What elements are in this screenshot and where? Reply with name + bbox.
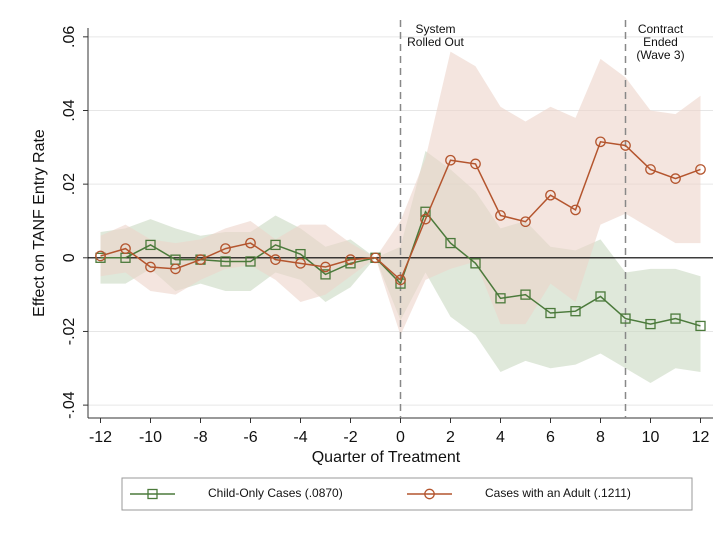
x-axis-label: Quarter of Treatment <box>312 449 461 466</box>
data-point <box>520 216 531 228</box>
x-tick-label: -4 <box>293 429 307 446</box>
x-tick-label: -2 <box>343 429 357 446</box>
data-point <box>295 257 306 269</box>
x-tick-label: 2 <box>446 429 455 446</box>
data-point <box>620 313 631 324</box>
data-point <box>370 252 381 264</box>
y-tick-label: -.02 <box>61 318 78 346</box>
data-point <box>495 210 506 221</box>
data-point <box>595 136 606 148</box>
legend-label: Cases with an Adult (.1211) <box>485 486 631 500</box>
data-point <box>670 313 681 324</box>
data-point <box>545 189 556 201</box>
data-point <box>645 164 656 175</box>
annotation: Ended <box>643 35 678 49</box>
legend-marker <box>147 488 158 500</box>
data-point <box>170 263 181 275</box>
data-point <box>620 140 631 151</box>
annotation: Contract <box>638 22 684 36</box>
data-point <box>445 154 456 166</box>
x-tick-label: -6 <box>243 429 257 446</box>
y-tick-label: .02 <box>61 173 78 195</box>
annotation: System <box>415 22 455 36</box>
legend-marker <box>424 488 435 500</box>
data-point <box>670 173 681 184</box>
data-point <box>395 274 406 286</box>
data-point <box>345 254 356 265</box>
x-tick-label: 12 <box>692 429 710 446</box>
data-point <box>495 293 506 304</box>
annotation: (Wave 3) <box>636 48 684 62</box>
x-tick-label: 0 <box>396 429 405 446</box>
annotation: Rolled Out <box>407 35 464 49</box>
data-point <box>95 250 106 262</box>
data-point <box>220 256 231 267</box>
data-point <box>520 289 531 300</box>
data-point <box>695 164 706 175</box>
legend-label: Child-Only Cases (.0870) <box>208 486 343 500</box>
data-point <box>645 318 656 330</box>
data-point <box>220 243 231 254</box>
data-point <box>120 243 131 254</box>
y-tick-label: .04 <box>61 99 78 121</box>
data-point <box>570 306 581 317</box>
confidence-band <box>100 51 701 336</box>
data-point <box>270 254 281 265</box>
data-point <box>695 320 706 332</box>
data-point <box>320 269 331 280</box>
data-point <box>570 204 581 216</box>
data-point <box>545 307 556 319</box>
data-point <box>245 256 256 267</box>
data-point <box>345 258 356 269</box>
data-point <box>595 291 606 302</box>
x-tick-label: 4 <box>496 429 505 446</box>
y-axis-label: Effect on TANF Entry Rate <box>31 129 48 317</box>
legend-box <box>121 477 693 511</box>
data-point <box>245 237 256 249</box>
series-line <box>100 140 701 282</box>
x-tick-label: 6 <box>546 429 555 446</box>
x-tick-label: -12 <box>89 429 112 446</box>
data-point <box>445 237 456 249</box>
data-point <box>420 213 431 225</box>
data-point <box>420 206 431 217</box>
data-point <box>470 258 481 269</box>
x-tick-label: 10 <box>642 429 660 446</box>
x-tick-label: 8 <box>596 429 605 446</box>
data-point <box>470 158 481 170</box>
data-point <box>270 239 281 251</box>
data-point <box>145 239 156 251</box>
data-point <box>145 261 156 273</box>
data-point <box>195 254 206 265</box>
data-point <box>320 261 331 273</box>
y-tick-label: 0 <box>61 253 78 262</box>
x-tick-label: -8 <box>193 429 207 446</box>
y-tick-label: .06 <box>61 26 78 48</box>
y-tick-label: -.04 <box>61 391 78 419</box>
x-tick-label: -10 <box>139 429 162 446</box>
